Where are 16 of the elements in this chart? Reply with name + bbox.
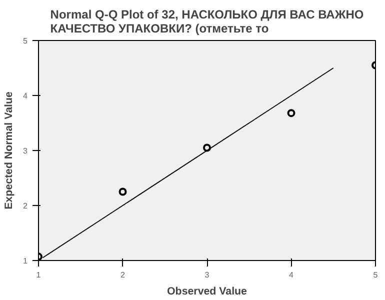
y-tick-label: 5: [23, 36, 28, 46]
x-tick-label: 2: [120, 270, 126, 280]
y-tick-label: 2: [23, 202, 28, 210]
x-tick-label: 1: [36, 270, 42, 280]
chart-title: Normal Q-Q Plot of 32, НАСКОЛЬКО ДЛЯ ВАС ВАЖНО КАЧЕСТВО УПАКОВКИ? (отметьте то: [50, 8, 364, 36]
x-tick-label: 3: [204, 270, 210, 280]
x-tick-label: 5: [373, 270, 378, 280]
y-tick-label: 1: [23, 256, 28, 266]
point: [203, 144, 211, 152]
x-axis-title: Observed Value: [167, 286, 248, 298]
y-tick-label: 3: [23, 146, 28, 156]
point: [287, 109, 296, 118]
point: [118, 188, 127, 196]
x-tick-label: 4: [289, 270, 294, 280]
y-tick-label: 4: [23, 92, 28, 100]
y-axis-title: Expected Normal Value: [3, 91, 16, 210]
